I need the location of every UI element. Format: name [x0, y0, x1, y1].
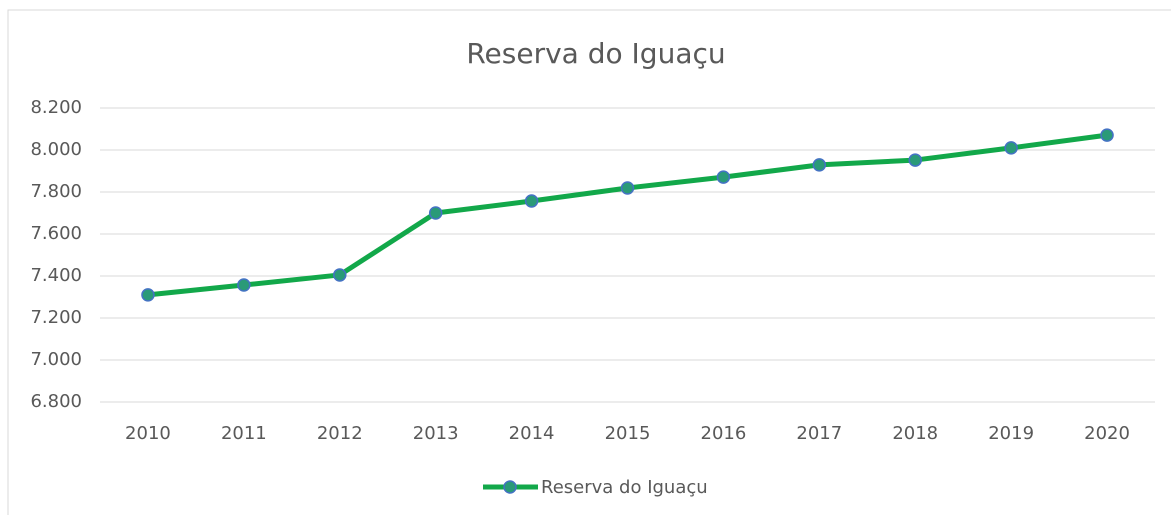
- y-tick-label: 7.200: [30, 307, 82, 328]
- legend-marker: [503, 480, 517, 494]
- x-tick-label: 2014: [509, 423, 555, 444]
- y-tick-label: 8.000: [30, 139, 82, 160]
- data-point: [812, 158, 827, 172]
- legend-label: Reserva do Iguaçu: [541, 477, 708, 498]
- data-point: [1100, 128, 1114, 142]
- x-tick-label: 2011: [221, 423, 267, 444]
- data-point: [524, 194, 539, 208]
- x-tick-label: 2013: [413, 423, 459, 444]
- x-tick-label: 2020: [1084, 423, 1130, 444]
- data-point: [333, 268, 347, 282]
- x-tick-label: 2010: [125, 423, 171, 444]
- y-tick-label: 7.400: [30, 265, 82, 286]
- y-tick-label: 8.200: [30, 97, 82, 118]
- x-tick-label: 2017: [796, 423, 842, 444]
- y-tick-label: 7.800: [30, 181, 82, 202]
- x-tick-label: 2018: [892, 423, 938, 444]
- y-tick-label: 7.600: [30, 223, 82, 244]
- chart-frame: [7, 9, 1171, 519]
- y-tick-label: 6.800: [30, 391, 82, 412]
- data-point: [716, 170, 731, 184]
- x-tick-label: 2012: [317, 423, 363, 444]
- data-point: [237, 278, 251, 292]
- x-tick-label: 2016: [701, 423, 747, 444]
- y-tick-label: 7.000: [30, 349, 82, 370]
- data-point: [908, 153, 922, 167]
- data-point: [620, 181, 635, 195]
- data-point: [428, 206, 443, 220]
- x-tick-label: 2015: [605, 423, 651, 444]
- chart-title: Reserva do Iguaçu: [466, 37, 725, 70]
- data-point: [141, 288, 155, 302]
- x-tick-label: 2019: [988, 423, 1034, 444]
- data-point: [1004, 141, 1018, 155]
